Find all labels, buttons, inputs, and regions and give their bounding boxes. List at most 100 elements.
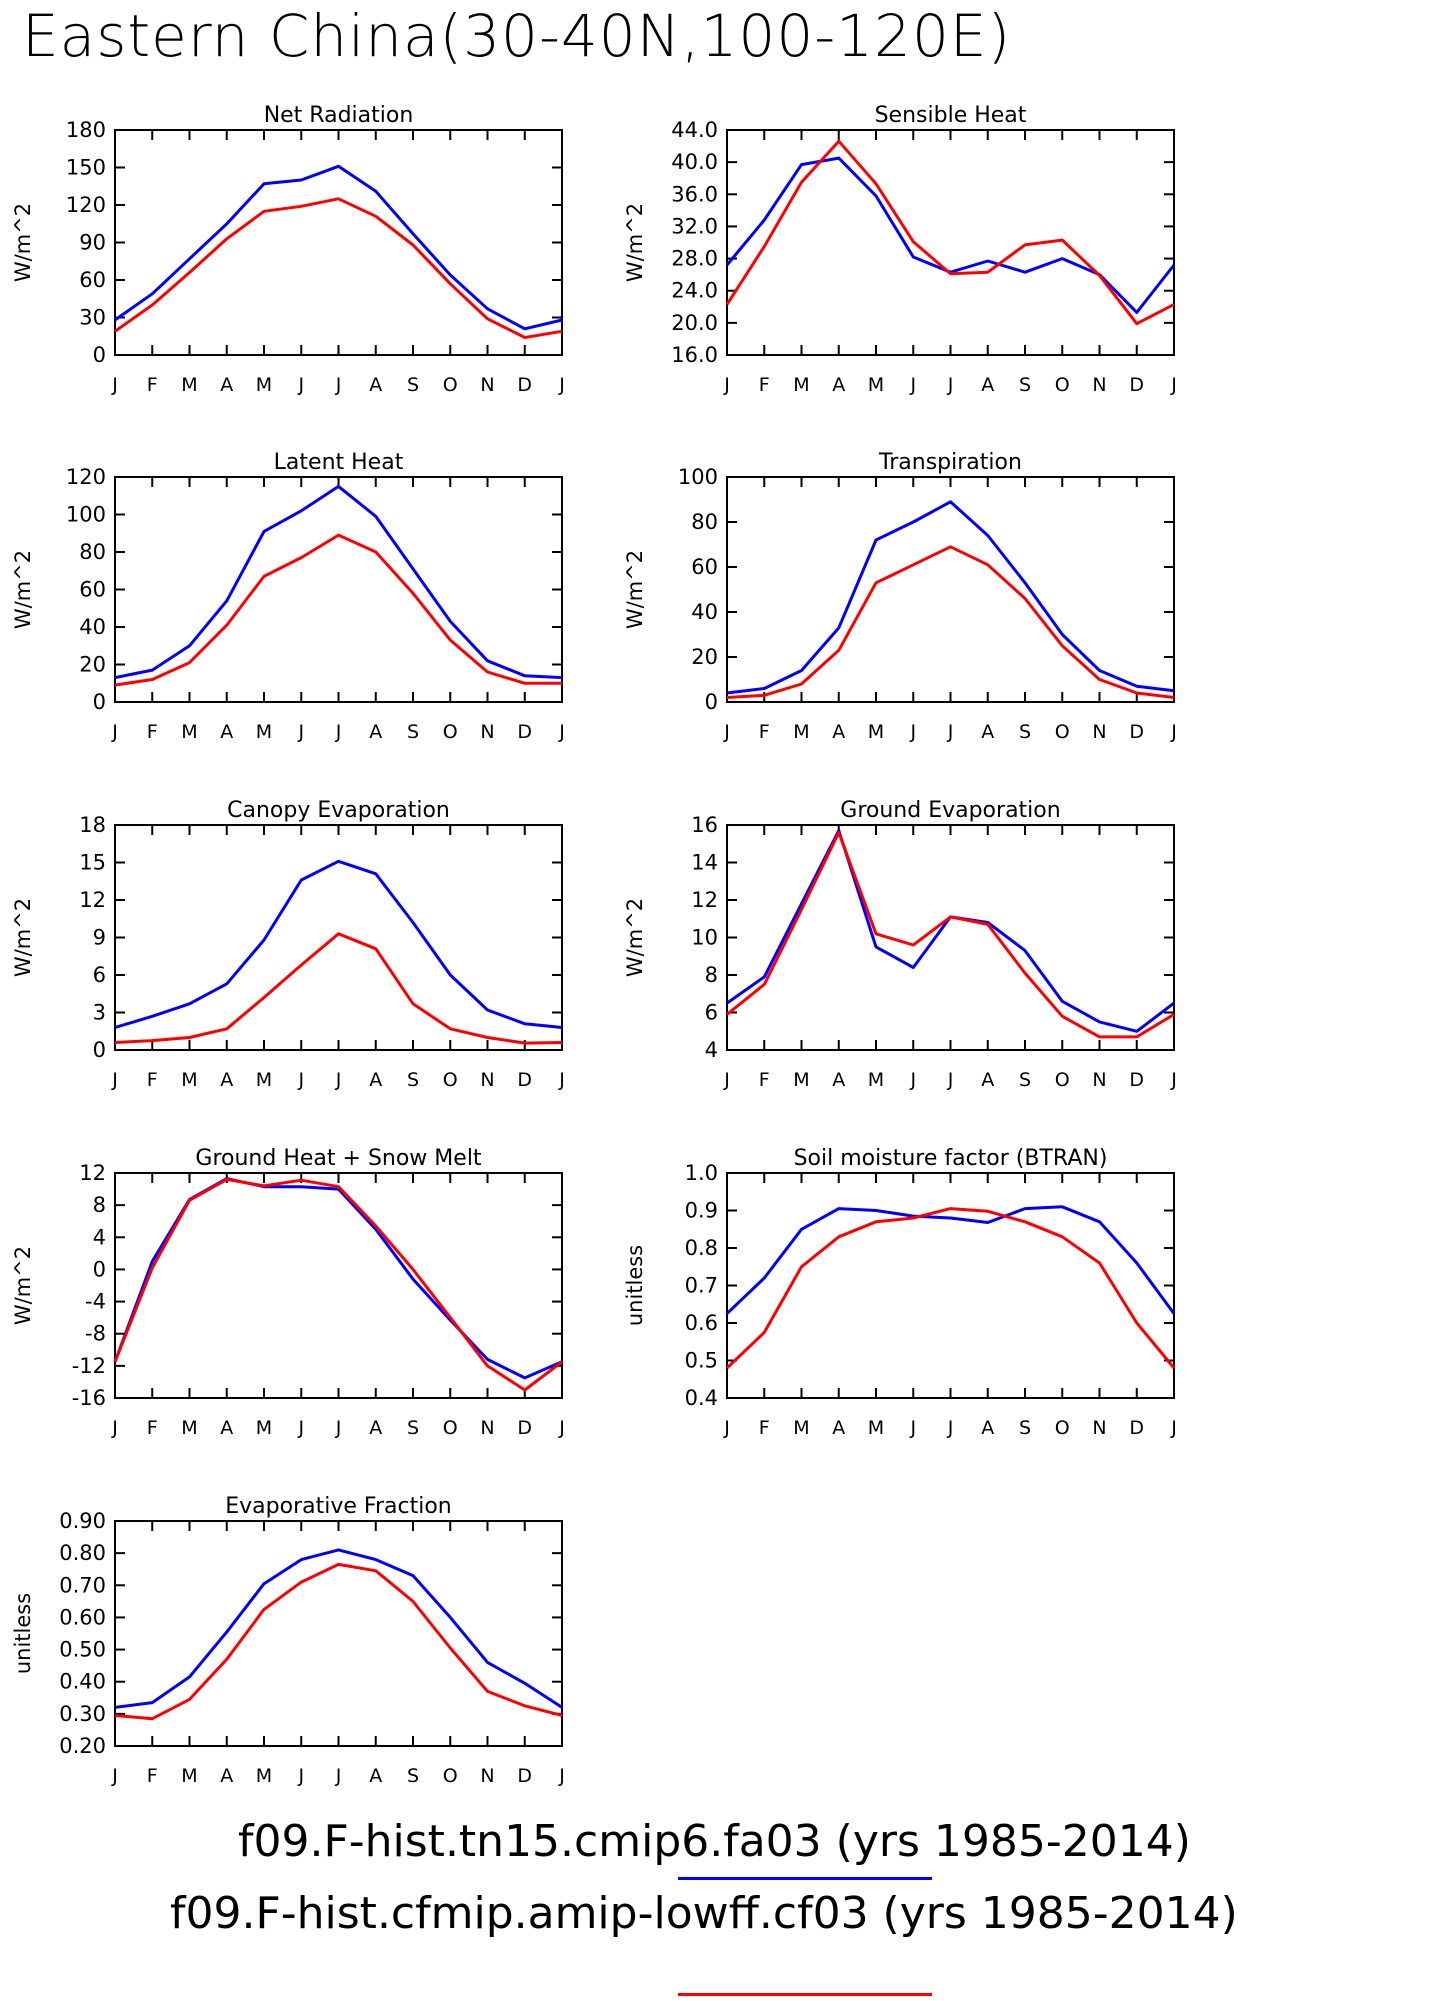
x-tick-label: J — [111, 721, 118, 743]
x-tick-label: J — [723, 721, 730, 743]
panel-transpiration: J F M A M J J A S O N D J020406080100TranspirationW/… — [623, 450, 1177, 743]
legend-swatch-red — [678, 1993, 932, 1996]
y-tick-label: 0 — [705, 690, 718, 714]
x-tick-label: J — [558, 374, 565, 396]
x-tick-label: J — [909, 1417, 916, 1439]
x-tick-label: J — [1170, 1417, 1177, 1439]
x-tick-label: D — [1129, 1069, 1144, 1091]
y-axis-label: W/m^2 — [11, 203, 35, 282]
x-tick-label: M — [181, 1417, 197, 1439]
x-tick-label: J — [297, 721, 304, 743]
y-tick-label: 12 — [79, 888, 106, 912]
x-tick-label: A — [981, 1417, 994, 1439]
x-tick-label: J — [909, 1069, 916, 1091]
series-line-blue — [114, 164, 563, 331]
y-tick-label: 44.0 — [671, 118, 718, 142]
panel-title: Sensible Heat — [875, 103, 1027, 128]
x-tick-label: F — [147, 1765, 158, 1787]
y-tick-label: 0.5 — [685, 1349, 718, 1373]
legend-swatch-blue — [678, 1877, 932, 1880]
series-line-blue — [725, 1205, 1176, 1315]
x-tick-label: J — [1170, 721, 1177, 743]
x-tick-label: M — [256, 1765, 272, 1787]
y-tick-label: 0.40 — [59, 1670, 106, 1694]
x-tick-label: N — [480, 721, 494, 743]
x-tick-label: M — [256, 1069, 272, 1091]
x-tick-label: A — [981, 721, 994, 743]
x-tick-label: D — [517, 374, 532, 396]
y-tick-label: 1.0 — [685, 1161, 718, 1185]
x-tick-label: F — [147, 374, 158, 396]
panel-title: Transpiration — [878, 450, 1022, 475]
x-tick-label: J — [111, 1765, 118, 1787]
x-tick-label: N — [480, 374, 494, 396]
x-tick-label: O — [443, 1417, 458, 1439]
series-line-red — [726, 545, 1175, 699]
y-tick-label: 80 — [79, 540, 106, 564]
y-tick-label: 0.60 — [59, 1605, 106, 1629]
x-tick-label: A — [369, 1765, 382, 1787]
y-tick-label: 24.0 — [671, 279, 718, 303]
x-tick-label: M — [256, 721, 272, 743]
x-tick-label: J — [947, 721, 954, 743]
x-tick-label: J — [335, 721, 342, 743]
series-line-blue — [114, 859, 563, 1029]
y-tick-label: -12 — [72, 1354, 106, 1378]
y-tick-label: 3 — [93, 1001, 106, 1025]
y-tick-label: 16.0 — [671, 343, 718, 367]
panel-title: Soil moisture factor (BTRAN) — [794, 1146, 1108, 1171]
x-tick-label: J — [335, 374, 342, 396]
series-line-blue — [726, 829, 1175, 1033]
x-tick-label: J — [947, 1417, 954, 1439]
plot-frame — [114, 476, 563, 703]
series-line-red — [725, 1207, 1176, 1370]
x-tick-label: M — [181, 721, 197, 743]
y-tick-label: 0.90 — [59, 1509, 106, 1533]
y-tick-label: 120 — [66, 193, 106, 217]
y-tick-label: 10 — [691, 926, 718, 950]
y-tick-label: 18 — [79, 813, 106, 837]
x-tick-label: M — [256, 1417, 272, 1439]
y-tick-label: 0.20 — [59, 1734, 106, 1758]
x-tick-label: F — [147, 1417, 158, 1439]
y-tick-label: 150 — [66, 156, 106, 180]
y-tick-label: 0.7 — [685, 1274, 718, 1298]
x-tick-label: J — [723, 1069, 730, 1091]
x-tick-label: A — [832, 1069, 845, 1091]
x-tick-label: A — [369, 721, 382, 743]
x-tick-label: F — [147, 721, 158, 743]
y-tick-label: 0 — [93, 343, 106, 367]
x-tick-label: M — [181, 1069, 197, 1091]
plot-frame — [726, 824, 1175, 1051]
x-tick-label: J — [947, 1069, 954, 1091]
x-tick-label: N — [1092, 721, 1106, 743]
y-tick-label: 20 — [691, 645, 718, 669]
x-tick-label: M — [868, 1417, 884, 1439]
x-tick-label: S — [1019, 374, 1031, 396]
series-line-red — [114, 1562, 563, 1721]
x-tick-label: A — [832, 374, 845, 396]
series-line-blue — [114, 484, 563, 680]
y-tick-label: 32.0 — [671, 214, 718, 238]
x-tick-label: S — [1019, 721, 1031, 743]
x-tick-label: O — [443, 721, 458, 743]
x-tick-label: A — [220, 1069, 233, 1091]
x-tick-label: S — [407, 1417, 419, 1439]
x-tick-label: F — [759, 1069, 770, 1091]
x-tick-label: M — [868, 1069, 884, 1091]
y-tick-label: 0.70 — [59, 1573, 106, 1597]
y-tick-label: 6 — [93, 963, 106, 987]
y-axis-label: W/m^2 — [623, 898, 647, 977]
x-tick-label: J — [909, 721, 916, 743]
y-tick-label: 120 — [66, 465, 106, 489]
x-tick-label: O — [1055, 1069, 1070, 1091]
y-axis-label: W/m^2 — [11, 898, 35, 977]
x-tick-label: J — [1170, 1069, 1177, 1091]
y-axis-label: W/m^2 — [623, 550, 647, 629]
y-axis-label: W/m^2 — [11, 1246, 35, 1325]
x-tick-label: M — [256, 374, 272, 396]
y-tick-label: 100 — [678, 465, 718, 489]
